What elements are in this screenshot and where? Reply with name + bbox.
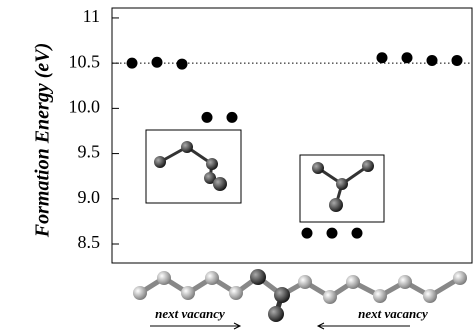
- point: [452, 55, 463, 66]
- point: [427, 55, 438, 66]
- point: [402, 52, 413, 63]
- point: [302, 228, 313, 239]
- y-tick-label: 11: [83, 6, 100, 26]
- point: [177, 59, 188, 70]
- y-tick-label: 9.0: [78, 187, 101, 207]
- y-axis-label: Formation Energy (eV): [32, 43, 54, 238]
- point: [352, 228, 363, 239]
- inset-2: [300, 155, 384, 222]
- y-tick-label: 10.0: [69, 96, 101, 116]
- y-tick-label: 10.5: [69, 51, 101, 71]
- inset-1: [146, 130, 241, 203]
- point: [377, 52, 388, 63]
- point: [202, 112, 213, 123]
- annotation: next vacancy: [358, 306, 428, 321]
- chart: Formation Energy (eV) next vacancy next …: [0, 0, 475, 330]
- point: [152, 57, 163, 68]
- point: [327, 228, 338, 239]
- point: [227, 112, 238, 123]
- y-tick-label: 8.5: [78, 232, 101, 252]
- point: [127, 58, 138, 69]
- y-tick-label: 9.5: [78, 142, 101, 162]
- annotation: next vacancy: [155, 306, 225, 321]
